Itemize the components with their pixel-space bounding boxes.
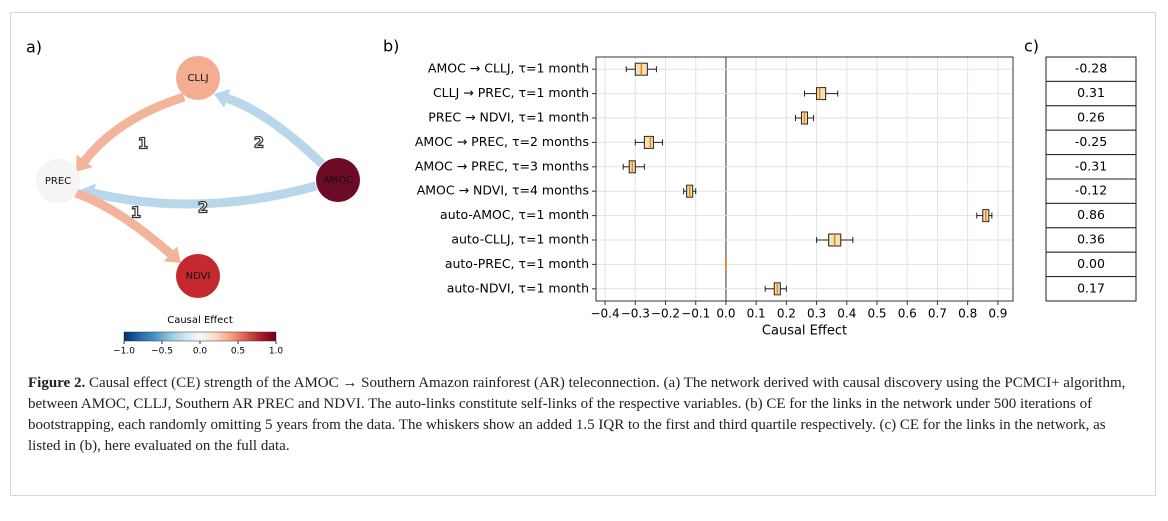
edge-label: 1 <box>138 135 148 153</box>
panel-label: a) <box>26 38 42 57</box>
caption: Figure 2. Causal effect (CE) strength of… <box>28 373 1140 457</box>
table-value: -0.25 <box>1075 134 1107 149</box>
table-cell <box>1045 202 1137 229</box>
x-tick-label: 0.5 <box>867 307 886 321</box>
y-tick-label: auto-PREC, τ=1 month <box>445 256 589 271</box>
colorbar-tick-label: 1.0 <box>269 347 284 357</box>
x-tick-label: 0.3 <box>807 307 826 321</box>
x-tick-label: 0.1 <box>747 307 766 321</box>
box <box>816 87 827 101</box>
table-value: 0.00 <box>1077 256 1105 271</box>
colorbar <box>123 331 277 342</box>
x-axis-label: Causal Effect <box>762 324 847 339</box>
table-value: 0.26 <box>1077 110 1105 125</box>
table-cell <box>1045 276 1137 302</box>
x-tick-label: 0.7 <box>928 307 947 321</box>
node <box>36 159 80 203</box>
node <box>316 158 360 202</box>
panel-label: b) <box>383 37 399 56</box>
x-tick-label: −0.1 <box>681 307 710 321</box>
table-value: 0.36 <box>1077 232 1105 247</box>
box <box>643 135 654 149</box>
colorbar-title: Causal Effect <box>167 315 233 326</box>
node-label: CLLJ <box>187 73 208 84</box>
table-cell <box>1045 251 1137 278</box>
edge <box>92 181 318 209</box>
y-tick-label: auto-NDVI, τ=1 month <box>447 280 589 295</box>
table: -0.28 0.31 0.26 -0.25 -0.31 -0.12 0.86 0.36 0.00… <box>1045 56 1137 302</box>
edge-label: 2 <box>198 199 208 217</box>
plot-frame <box>595 56 1014 302</box>
colorbar-tick-label: −1.0 <box>113 347 135 357</box>
table-value: 0.86 <box>1077 207 1105 222</box>
x-tick-label: 0.2 <box>777 307 796 321</box>
y-tick-label: AMOC → NDVI, τ=4 months <box>417 183 589 198</box>
y-tick-label: auto-AMOC, τ=1 month <box>440 207 589 222</box>
edge-label: 2 <box>254 134 264 152</box>
table-cell <box>1045 56 1137 82</box>
x-tick-label: −0.2 <box>651 307 680 321</box>
node-label: NDVI <box>186 271 211 282</box>
caption-label: Figure 2. <box>28 375 86 391</box>
edge <box>225 94 326 168</box>
table-value: -0.31 <box>1075 158 1107 173</box>
figure: a) b) c) 1 2 2 1 CLLJ PREC AMOC NDVI Causal Effe… <box>26 37 1137 357</box>
x-tick-label: −0.3 <box>621 307 650 321</box>
x-tick-label: 0.6 <box>898 307 917 321</box>
table-value: -0.28 <box>1075 61 1107 76</box>
figure-frame <box>10 12 1156 496</box>
y-tick-label: PREC → NDVI, τ=1 month <box>428 110 589 125</box>
table-value: 0.31 <box>1077 85 1105 100</box>
table-cell <box>1045 227 1137 253</box>
node-label: AMOC <box>323 175 353 186</box>
x-tick-label: 0.8 <box>958 307 977 321</box>
node-label: PREC <box>45 176 71 187</box>
x-tick-label: 0.4 <box>837 307 856 321</box>
x-tick-label: 0.9 <box>988 307 1007 321</box>
edge-label: 1 <box>131 204 141 222</box>
edge-arrowhead <box>163 246 181 263</box>
y-tick-label: AMOC → PREC, τ=2 months <box>415 134 589 149</box>
x-tick-label: 0.0 <box>716 307 735 321</box>
colorbar-tick-label: 0.5 <box>231 347 245 357</box>
y-tick-label: AMOC → PREC, τ=3 months <box>415 158 589 173</box>
node <box>176 254 220 298</box>
panel-label: c) <box>1024 37 1039 56</box>
table-value: 0.17 <box>1077 280 1105 295</box>
node <box>176 56 220 100</box>
y-tick-label: AMOC → CLLJ, τ=1 month <box>428 61 589 76</box>
caption-text: Causal effect (CE) strength of the AMOC … <box>28 375 1126 454</box>
edge <box>74 188 174 258</box>
colorbar-tick-label: −0.5 <box>151 347 173 357</box>
y-tick-label: auto-CLLJ, τ=1 month <box>451 232 589 247</box>
colorbar-tick-label: 0.0 <box>193 347 208 357</box>
edge <box>81 92 186 164</box>
edge-arrowhead <box>76 154 93 172</box>
table-cell <box>1045 154 1137 180</box>
network: 1 2 2 1 CLLJ PREC AMOC NDVI Causal Effect −1.0 −0.… <box>36 56 360 357</box>
edge-arrowhead <box>214 88 231 108</box>
x-tick-label: −0.4 <box>590 307 619 321</box>
box-plot: −0.4 −0.3 −0.2 −0.1 0.0 0.1 0.2 0.3 0.4 0.5 0.6 0.7… <box>415 56 1014 339</box>
y-tick-label: CLLJ → PREC, τ=1 month <box>433 85 589 100</box>
table-value: -0.12 <box>1075 183 1107 198</box>
